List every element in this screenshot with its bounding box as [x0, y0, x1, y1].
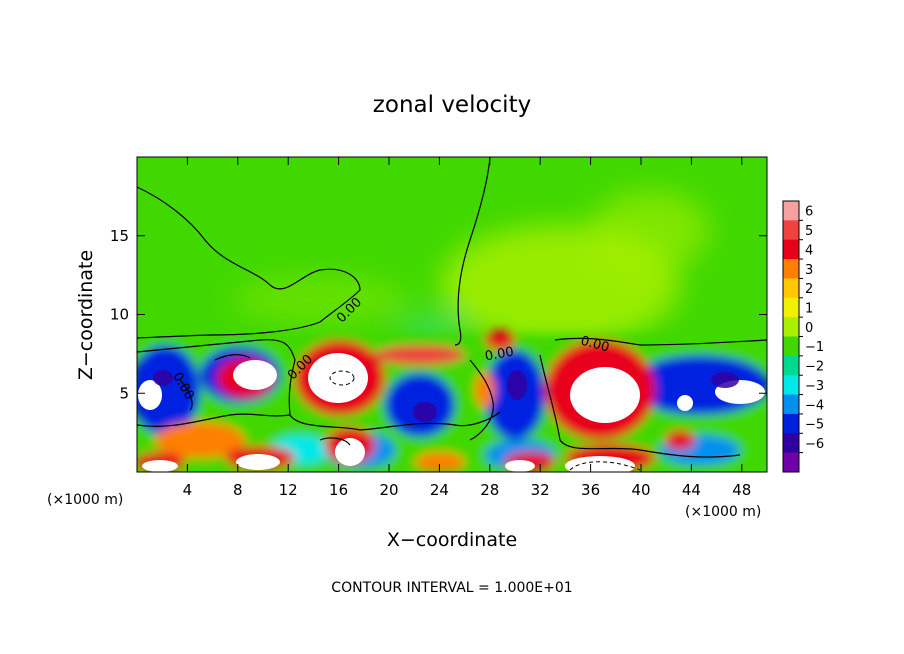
- x-tick-label: 4: [183, 481, 193, 499]
- colorbar-label: −5: [805, 418, 824, 433]
- colorbar-label: 2: [805, 282, 813, 297]
- x-tick-label: 20: [379, 481, 398, 499]
- x-tick-label: 48: [732, 481, 751, 499]
- colorbar-swatch: [783, 394, 799, 415]
- colorbar-label: −3: [805, 379, 824, 394]
- y-tick-label: 10: [110, 306, 129, 324]
- colorbar-swatch: [783, 452, 799, 473]
- colorbar-label: 3: [805, 263, 813, 278]
- heatmap-field: [137, 157, 767, 472]
- colorbar: 6 5 4 3 2 1 0 −1 −2 −3 −4 −5 −6: [782, 200, 824, 473]
- y-axis: 5 10 15: [110, 227, 767, 402]
- colorbar-label: 5: [805, 224, 813, 239]
- y-axis-label: Z−coordinate: [75, 250, 97, 380]
- x-tick-label: 8: [233, 481, 243, 499]
- colorbar-label: 1: [805, 301, 813, 316]
- colorbar-swatch: [783, 355, 799, 376]
- y-tick-label: 5: [119, 384, 129, 402]
- colorbar-swatch: [783, 375, 799, 396]
- x-tick-label: 44: [682, 481, 701, 499]
- colorbar-label: −6: [805, 437, 824, 452]
- x-unit-right: (×1000 m): [685, 504, 761, 520]
- colorbar-swatch: [783, 433, 799, 454]
- x-axis: 4 8 12 16 20 24 28 32 36 40 44 48: [183, 157, 751, 499]
- x-tick-label: 40: [631, 481, 650, 499]
- colorbar-swatch: [783, 336, 799, 357]
- colorbar-swatch: [783, 201, 799, 221]
- colorbar-swatch: [783, 239, 799, 260]
- x-tick-label: 12: [279, 481, 298, 499]
- colorbar-label: −4: [805, 398, 824, 413]
- x-tick-label: 36: [581, 481, 600, 499]
- x-unit-left: (×1000 m): [47, 492, 123, 508]
- colorbar-label: 0: [805, 321, 813, 336]
- x-tick-label: 16: [329, 481, 348, 499]
- colorbar-label: −2: [805, 360, 824, 375]
- y-tick-label: 15: [110, 227, 129, 245]
- x-axis-label: X−coordinate: [387, 529, 517, 551]
- colorbar-label: 4: [805, 243, 813, 258]
- colorbar-label: 6: [805, 205, 813, 220]
- colorbar-swatch: [783, 259, 799, 279]
- colorbar-label: −1: [805, 340, 824, 355]
- contour-label: 0.00: [579, 334, 611, 356]
- x-tick-label: 24: [430, 481, 449, 499]
- colorbar-swatch: [783, 297, 799, 318]
- x-tick-label: 28: [480, 481, 499, 499]
- contour-interval-footer: CONTOUR INTERVAL = 1.000E+01: [331, 580, 572, 596]
- colorbar-swatch: [783, 413, 799, 434]
- colorbar-swatch: [783, 278, 799, 299]
- contour-label: 0.00: [484, 345, 515, 365]
- colorbar-swatch: [783, 317, 799, 337]
- colorbar-swatch: [783, 220, 799, 241]
- x-tick-label: 32: [531, 481, 550, 499]
- chart-title: zonal velocity: [373, 92, 531, 118]
